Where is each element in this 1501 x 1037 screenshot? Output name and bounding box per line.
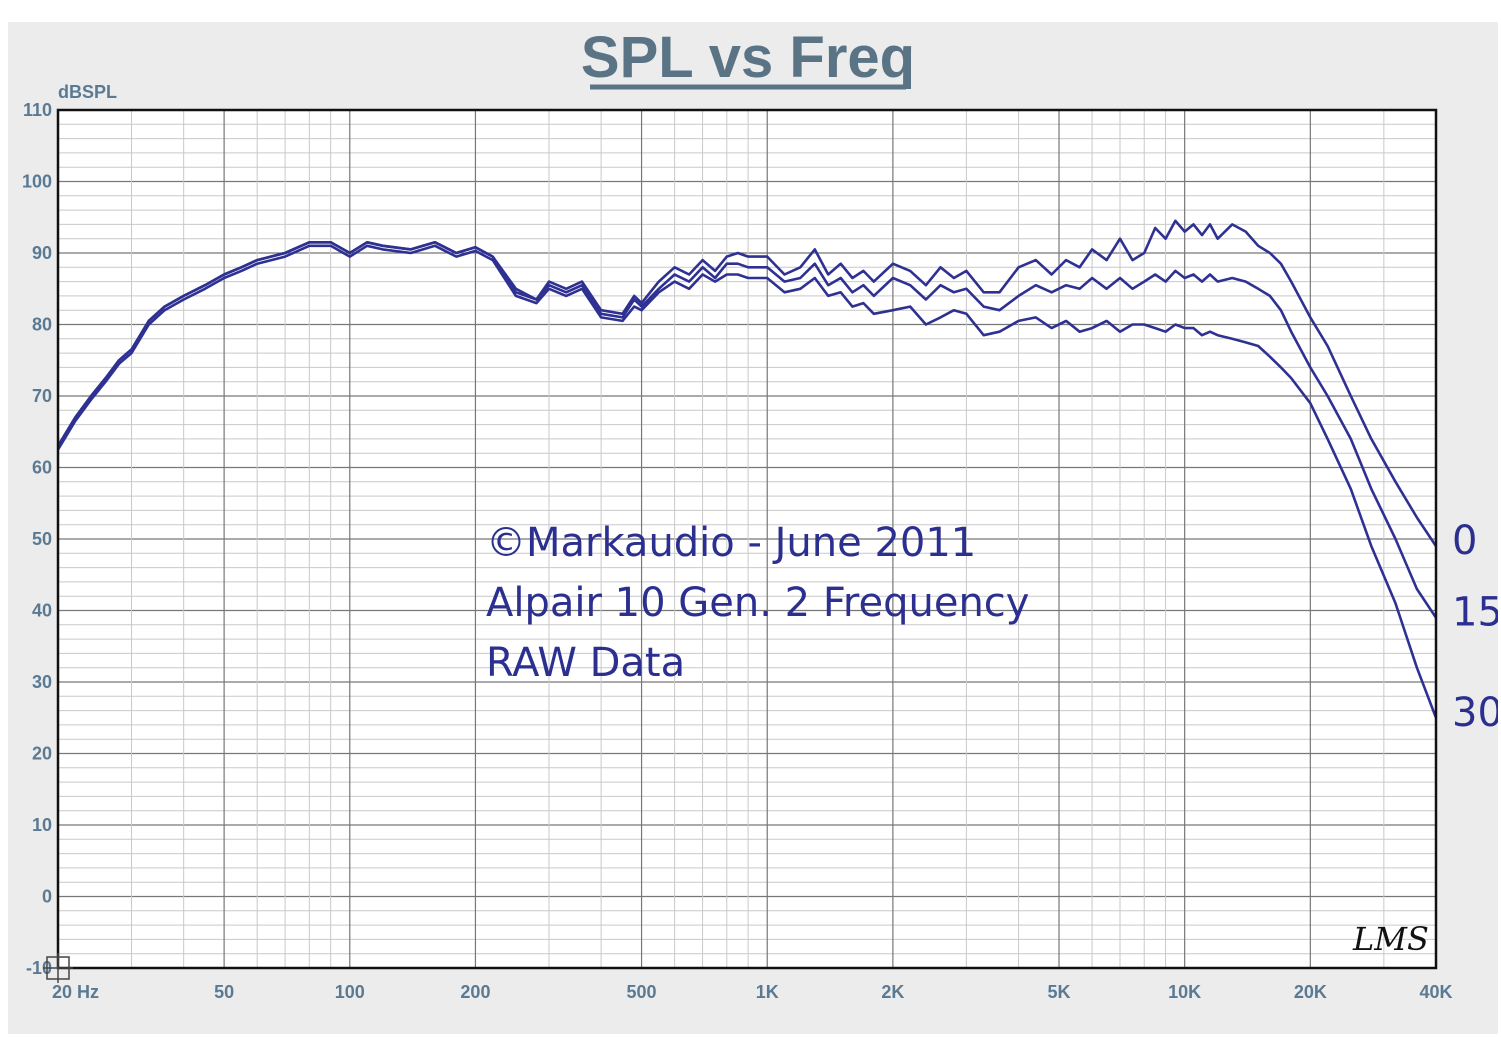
- lms-watermark: LMS: [1352, 920, 1429, 958]
- x-tick-label: 20 Hz: [52, 982, 99, 1002]
- grid: [57, 109, 1437, 969]
- x-tick-label: 100: [335, 982, 365, 1002]
- y-axis-unit-label: dBSPL: [58, 82, 117, 102]
- x-tick-label: 1K: [756, 982, 779, 1002]
- chart-title: SPL vs Freq: [581, 25, 915, 90]
- x-tick-label: 10K: [1168, 982, 1201, 1002]
- series-lines: [56, 219, 1438, 719]
- y-tick-label: 30: [32, 672, 52, 692]
- series-line-15: [56, 241, 1438, 619]
- y-tick-label: 40: [32, 601, 52, 621]
- x-tick-label: 40K: [1419, 982, 1452, 1002]
- x-tick-label: 5K: [1048, 982, 1071, 1002]
- series-labels: 0 15 30: [1452, 518, 1498, 736]
- crosshair-icon: [43, 953, 73, 983]
- x-tick-label: 20K: [1294, 982, 1327, 1002]
- y-tick-label: 70: [32, 386, 52, 406]
- plot-border: [56, 108, 1438, 970]
- y-tick-label: 10: [32, 815, 52, 835]
- annotation-line-2: Alpair 10 Gen. 2 Frequency: [486, 580, 1029, 626]
- y-tick-label: -10: [26, 958, 52, 978]
- series-line-30: [56, 244, 1438, 719]
- chart-frame: SPL vs Freq dBSPL 110 100 90 80 70 60 50 40 30 20…: [8, 22, 1498, 1034]
- x-tick-label: 50: [214, 982, 234, 1002]
- x-tick-label: 2K: [881, 982, 904, 1002]
- y-tick-label: 0: [42, 887, 52, 907]
- y-tick-label: 100: [22, 172, 52, 192]
- series-label-15: 15: [1452, 590, 1498, 636]
- annotation-line-1: ©Markaudio - June 2011: [486, 520, 976, 566]
- x-tick-label: 200: [460, 982, 490, 1002]
- series-label-0: 0: [1452, 518, 1477, 564]
- y-tick-label: 90: [32, 243, 52, 263]
- x-tick-labels: 20 Hz 50 100 200 500 1K 2K 5K 10K 20K 40K: [52, 982, 1453, 1002]
- y-tick-label: 50: [32, 529, 52, 549]
- spl-chart: SPL vs Freq dBSPL 1101009080706050403020…: [22, 25, 1498, 1002]
- y-tick-label: 60: [32, 458, 52, 478]
- y-tick-label: 20: [32, 744, 52, 764]
- series-label-30: 30: [1452, 690, 1498, 736]
- x-tick-label: 500: [627, 982, 657, 1002]
- y-tick-label: 110: [23, 100, 52, 120]
- annotation-line-3: RAW Data: [486, 640, 685, 686]
- y-tick-label: 80: [32, 315, 52, 335]
